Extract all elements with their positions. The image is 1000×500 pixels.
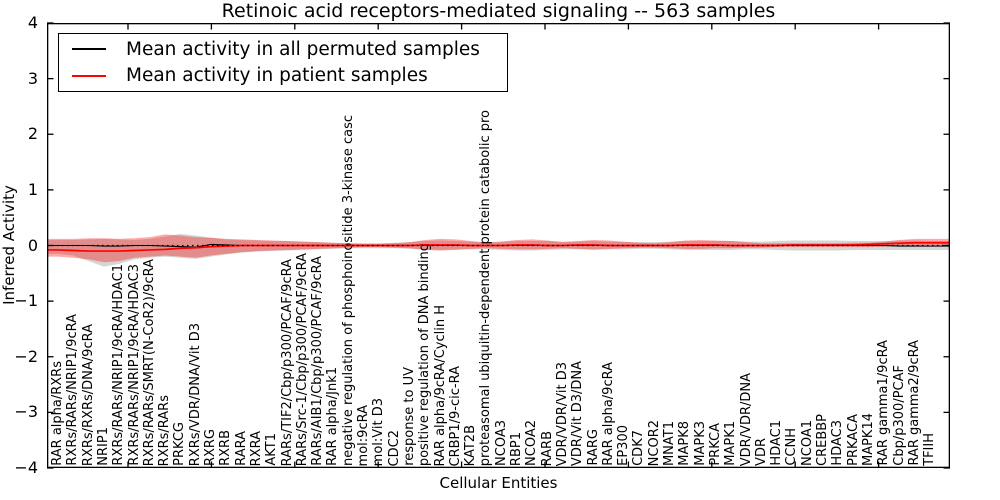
y-tick-label: −1 (14, 291, 38, 311)
legend-entry-patient: Mean activity in patient samples (59, 63, 507, 89)
y-tick-label: −4 (14, 458, 38, 477)
y-tick-label: 3 (27, 68, 38, 88)
chart-title: Retinoic acid receptors-mediated signali… (221, 0, 776, 22)
legend-line-sample-patient (72, 74, 106, 77)
legend-label-permuted: Mean activity in all permuted samples (126, 38, 480, 60)
permuted-confidence-band (47, 233, 950, 267)
legend: Mean activity in all permuted samples Me… (58, 33, 508, 92)
x-axis-label: Cellular Entities (439, 474, 558, 492)
legend-entry-permuted: Mean activity in all permuted samples (59, 36, 507, 62)
axes-spines (46, 22, 951, 469)
confidence-bands-layer (47, 233, 950, 267)
y-tick-label: −2 (14, 346, 38, 366)
legend-label-patient: Mean activity in patient samples (126, 65, 428, 87)
patient-mean-line (47, 241, 950, 252)
plot-area: RAR alpha/RXRs RXRs/RARs/NRIP1/9cRA RXRs/R… (46, 22, 951, 469)
y-tick-label: −3 (14, 402, 38, 422)
patient-confidence-band (47, 234, 950, 263)
y-tick-label: 1 (27, 179, 38, 199)
legend-line-sample-permuted (72, 48, 106, 51)
y-tick-label: 0 (27, 235, 38, 255)
lines-ticks-layer (46, 22, 951, 469)
y-tick-labels: 4 3 2 1 0 −1 −2 −3 −4 (0, 13, 41, 477)
y-tick-label: 2 (27, 124, 38, 144)
y-tick-label: 4 (27, 13, 38, 32)
